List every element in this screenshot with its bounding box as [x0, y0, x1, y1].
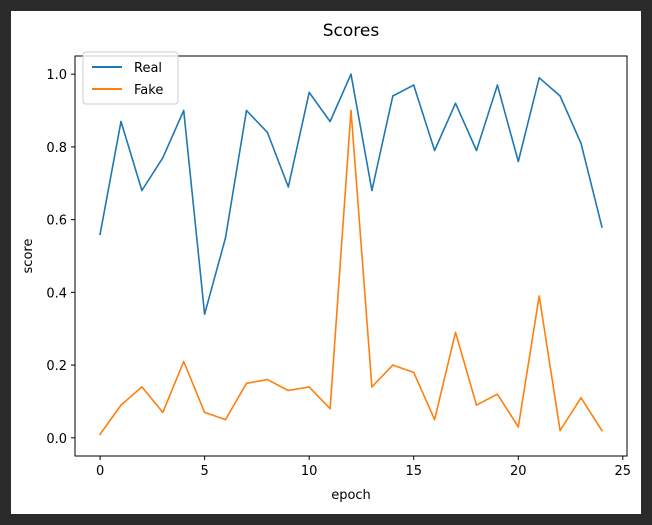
data-point-fake: [99, 433, 101, 436]
data-point-fake: [141, 386, 143, 388]
chart-title: Scores: [323, 21, 380, 41]
data-point-real: [559, 95, 561, 97]
data-point-real: [287, 186, 290, 188]
data-point-real: [203, 313, 206, 316]
data-point-fake: [475, 404, 478, 406]
legend-real-label: Real: [134, 61, 162, 76]
data-point-real: [412, 84, 415, 86]
data-point-fake: [433, 418, 436, 421]
data-point-fake: [162, 411, 164, 414]
x-tick-label: 25: [615, 464, 632, 479]
x-tick-label: 20: [510, 464, 527, 479]
data-point-real: [517, 160, 520, 163]
line-chart: Scores 0 5 10 15 20 25 0.0 0.2 0.4 0.6 0.8 1.0 epo…: [21, 21, 631, 503]
data-point-fake: [392, 364, 394, 366]
legend-fake-label: Fake: [134, 83, 163, 98]
data-point-fake: [182, 360, 185, 363]
data-point-fake: [454, 331, 457, 334]
data-point-real: [392, 95, 394, 97]
data-point-real: [475, 149, 478, 152]
y-tick-label: 0.6: [46, 214, 67, 229]
data-point-real: [162, 157, 164, 159]
data-point-fake: [120, 404, 122, 406]
y-tick-label: 0.0: [46, 432, 67, 447]
data-point-real: [120, 120, 122, 123]
data-point-real: [182, 109, 185, 112]
x-tick-label: 0: [96, 464, 104, 479]
x-tick-label: 5: [200, 464, 208, 479]
data-point-real: [329, 120, 331, 123]
series-layer: [98, 73, 604, 436]
legend: Real Fake: [82, 51, 179, 105]
legend-box: [82, 51, 179, 105]
data-point-fake: [329, 407, 331, 410]
data-point-fake: [266, 378, 269, 381]
data-point-real: [496, 84, 499, 86]
x-axis-label: epoch: [331, 488, 371, 503]
plot-frame: [74, 55, 628, 457]
data-point-real: [601, 226, 603, 228]
data-point-fake: [371, 386, 373, 388]
data-point-real: [433, 149, 436, 152]
y-axis-ticks: 0.0 0.2 0.4 0.6 0.8 1.0: [46, 68, 75, 447]
data-point-fake: [559, 429, 561, 432]
data-point-fake: [580, 397, 582, 399]
series-line-fake: [98, 109, 604, 436]
data-point-real: [350, 73, 352, 75]
data-point-fake: [517, 426, 520, 428]
figure-canvas: Scores 0 5 10 15 20 25 0.0 0.2 0.4 0.6 0.8 1.0 epo…: [11, 11, 641, 514]
data-point-fake: [224, 418, 227, 421]
y-tick-label: 0.8: [46, 141, 67, 156]
x-tick-label: 15: [405, 464, 422, 479]
data-point-fake: [287, 389, 290, 392]
y-axis-label: score: [21, 239, 36, 274]
x-axis-ticks: 0 5 10 15 20 25: [96, 456, 631, 479]
y-tick-label: 1.0: [46, 68, 67, 83]
data-point-fake: [245, 382, 248, 385]
data-point-real: [371, 189, 373, 192]
data-point-real: [538, 77, 540, 79]
x-tick-label: 10: [301, 464, 318, 479]
data-point-fake: [601, 429, 603, 432]
data-point-fake: [308, 386, 311, 388]
data-point-real: [308, 91, 311, 94]
data-point-real: [99, 233, 101, 235]
data-point-real: [580, 142, 582, 145]
data-point-real: [266, 131, 269, 134]
data-point-fake: [350, 109, 352, 112]
data-point-real: [454, 102, 457, 105]
data-point-fake: [496, 393, 499, 396]
data-point-fake: [538, 295, 540, 297]
y-tick-label: 0.2: [46, 359, 67, 374]
data-point-fake: [203, 411, 206, 414]
data-point-real: [224, 237, 227, 239]
data-point-fake: [412, 371, 415, 374]
data-point-real: [141, 189, 143, 192]
data-point-real: [245, 109, 248, 112]
y-tick-label: 0.4: [46, 286, 67, 301]
